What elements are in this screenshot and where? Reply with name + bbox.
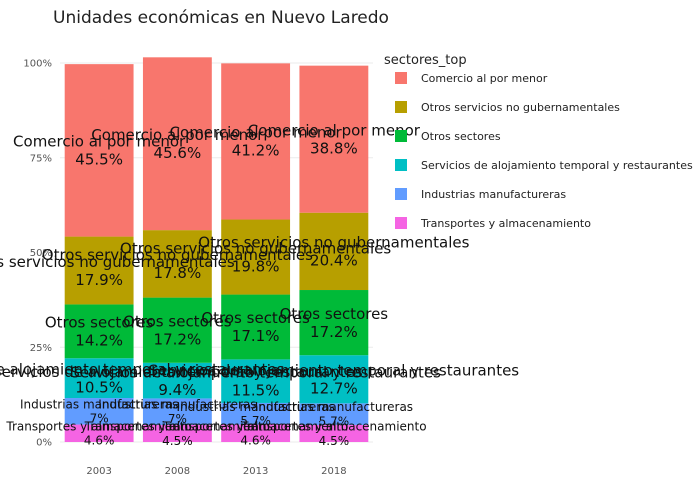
data-label-servicios-de-alojamiento-temporal-y-restaurantes-2008: Servicios de alojamiento temporal y rest… [0,363,363,399]
legend-swatch [395,159,407,171]
bar-comercio-al-por-menor-2008[interactable] [142,57,212,231]
legend-title: sectores_top [384,53,467,68]
y-tick-label: 0% [36,438,52,449]
legend[interactable]: sectores_top Comercio al por menor Otros … [384,53,693,230]
y-axis: 0% 25% 50% 75% 100% [23,59,52,449]
legend-swatch [395,130,407,142]
x-tick-label: 2003 [86,466,111,477]
legend-swatch [395,188,407,200]
legend-swatch [395,72,407,84]
data-label-comercio-al-por-menor-2008: Comercio al por menor 45.6% [91,126,264,162]
x-tick-label: 2008 [165,466,190,477]
data-label-otros-sectores-2018: Otros sectores 17.2% [280,305,389,341]
bar-servicios-de-alojamiento-temporal-y-restaurantes-2003[interactable] [64,358,134,399]
y-tick-label: 75% [30,153,52,164]
legend-items[interactable]: Comercio al por menor Otros servicios no … [395,72,693,230]
y-tick-label: 25% [30,343,52,354]
data-label-transportes-y-almacenamiento-2008: Transportes y almacenamiento 4.5% [84,419,270,447]
legend-label: Otros servicios no gubernamentales [421,101,620,114]
legend-item-industrias-manufactureras[interactable]: Industrias manufactureras [395,188,566,201]
data-label-otros-servicios-no-gubernamentales-2018: Otros servicios no gubernamentales 20.4% [198,234,469,270]
bar-servicios-de-alojamiento-temporal-y-restaurantes-2008[interactable] [142,362,212,399]
data-label-transportes-y-almacenamiento-2018: Transportes y almacenamiento 4.5% [240,419,426,447]
data-label-comercio-al-por-menor-2013: Comercio al por menor 41.2% [170,124,343,160]
y-tick-label: 50% [30,248,52,259]
y-tick-label: 100% [23,59,52,70]
bar-otros-sectores-2018[interactable] [299,290,369,356]
bar-otros-servicios-no-gubernamentales-2003[interactable] [64,236,134,305]
data-label-comercio-al-por-menor-2018: Comercio al por menor 38.8% [248,121,421,157]
bar-transportes-y-almacenamiento-2003[interactable] [64,424,134,442]
data-label-industrias-manufactureras-2008: Industrias manufactureras 7% [98,398,256,426]
chart-title: Unidades económicas en Nuevo Laredo [53,8,389,28]
bar-transportes-y-almacenamiento-2013[interactable] [221,424,291,442]
legend-item-servicios-de-alojamiento-temporal-y-restaurantes[interactable]: Servicios de alojamiento temporal y rest… [395,159,693,172]
bar-comercio-al-por-menor-2013[interactable] [221,63,291,220]
data-label-otros-servicios-no-gubernamentales-2008: Otros servicios no gubernamentales 17.8% [42,246,313,282]
data-label-otros-sectores-2008: Otros sectores 17.2% [123,312,232,348]
data-label-comercio-al-por-menor-2003: Comercio al por menor 45.5% [13,133,186,169]
data-label-otros-servicios-no-gubernamentales-2013: Otros servicios no gubernamentales 19.8% [120,239,391,275]
data-label-industrias-manufactureras-2003: Industrias manufactureras 7% [20,397,178,425]
legend-item-otros-sectores[interactable]: Otros sectores [395,130,501,143]
bar-servicios-de-alojamiento-temporal-y-restaurantes-2018[interactable] [299,355,369,404]
data-label-industrias-manufactureras-2018: Industrias manufactureras 5.7% [255,400,413,428]
bar-industrias-manufactureras-2003[interactable] [64,398,134,425]
x-tick-label: 2013 [243,466,268,477]
data-label-transportes-y-almacenamiento-2003: Transportes y almacenamiento 4.6% [5,419,191,447]
x-axis: 2003 2008 2013 2018 [86,466,346,477]
legend-item-comercio-al-por-menor[interactable]: Comercio al por menor [395,72,548,85]
x-tick-label: 2018 [321,466,346,477]
legend-label: Otros sectores [421,130,501,143]
data-label-otros-sectores-2003: Otros sectores 14.2% [45,314,154,350]
bars [64,57,369,442]
bar-otros-sectores-2003[interactable] [64,304,134,359]
legend-item-otros-servicios-no-gubernamentales[interactable]: Otros servicios no gubernamentales [395,101,620,114]
bar-otros-servicios-no-gubernamentales-2018[interactable] [299,212,369,291]
bar-otros-servicios-no-gubernamentales-2013[interactable] [221,219,291,295]
bar-otros-servicios-no-gubernamentales-2008[interactable] [142,230,212,298]
legend-label: Comercio al por menor [421,72,548,85]
bar-otros-sectores-2013[interactable] [221,294,291,360]
bar-otros-sectores-2008[interactable] [142,297,212,363]
bar-industrias-manufactureras-2018[interactable] [299,403,369,425]
legend-label: Industrias manufactureras [421,188,566,201]
bar-industrias-manufactureras-2008[interactable] [142,398,212,425]
data-label-otros-sectores-2013: Otros sectores 17.1% [201,309,310,345]
segment-labels: Transportes y almacenamiento 4.6%Industri… [0,121,519,447]
legend-swatch [395,217,407,229]
legend-swatch [395,101,407,113]
legend-item-transportes-y-almacenamiento[interactable]: Transportes y almacenamiento [395,217,591,230]
data-label-transportes-y-almacenamiento-2013: Transportes y almacenamiento 4.6% [162,419,348,447]
bar-industrias-manufactureras-2013[interactable] [221,402,291,425]
bar-comercio-al-por-menor-2018[interactable] [299,65,369,213]
bar-servicios-de-alojamiento-temporal-y-restaurantes-2013[interactable] [221,359,291,403]
legend-label: Transportes y almacenamiento [420,217,591,230]
bar-transportes-y-almacenamiento-2018[interactable] [299,424,369,442]
legend-label: Servicios de alojamiento temporal y rest… [421,159,693,172]
bar-transportes-y-almacenamiento-2008[interactable] [142,424,212,442]
bar-comercio-al-por-menor-2003[interactable] [64,64,134,237]
data-label-industrias-manufactureras-2013: Industrias manufactureras 5.7% [176,400,334,428]
data-label-servicios-de-alojamiento-temporal-y-restaurantes-2013: Servicios de alojamiento temporal y rest… [70,363,441,399]
data-label-servicios-de-alojamiento-temporal-y-restaurantes-2003: Servicios de alojamiento temporal y rest… [0,360,285,396]
data-label-servicios-de-alojamiento-temporal-y-restaurantes-2018: Servicios de alojamiento temporal y rest… [149,362,520,398]
